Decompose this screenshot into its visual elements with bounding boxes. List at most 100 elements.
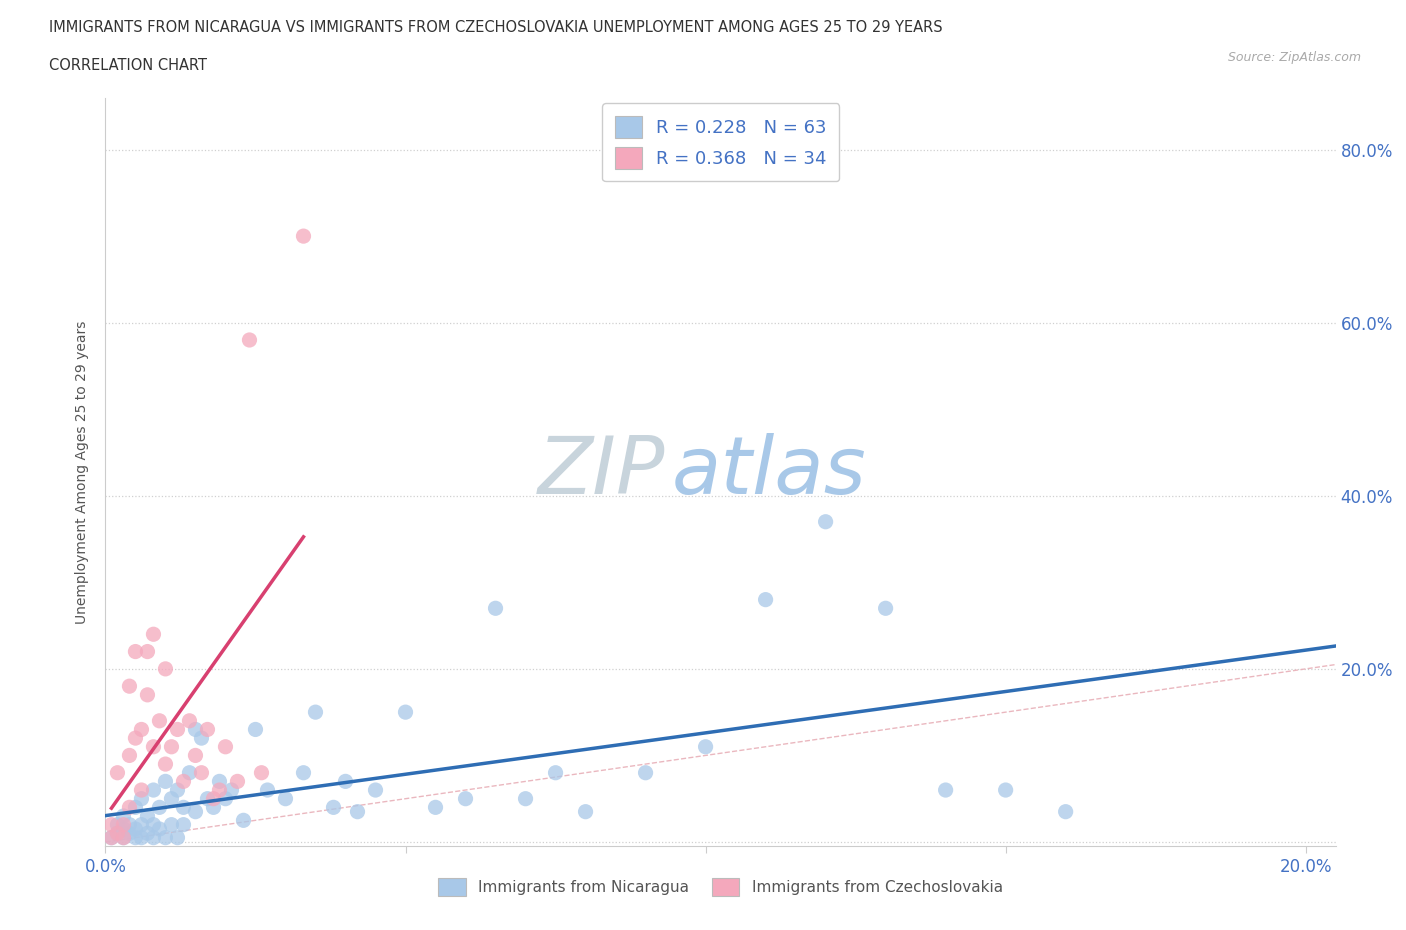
Point	[184, 722, 207, 737]
Point	[136, 826, 159, 841]
Point	[172, 817, 194, 832]
Point	[346, 804, 368, 819]
Point	[484, 601, 506, 616]
Point	[166, 830, 188, 845]
Point	[131, 830, 153, 845]
Point	[136, 808, 159, 823]
Point	[118, 679, 141, 694]
Point	[107, 765, 129, 780]
Point	[142, 830, 165, 845]
Point	[155, 661, 177, 676]
Point	[202, 791, 225, 806]
Point	[142, 627, 165, 642]
Point	[208, 774, 231, 789]
Point	[214, 739, 236, 754]
Point	[208, 783, 231, 798]
Point	[364, 783, 387, 798]
Point	[124, 731, 146, 746]
Point	[118, 817, 141, 832]
Point	[544, 765, 567, 780]
Point	[574, 804, 596, 819]
Point	[155, 757, 177, 772]
Point	[118, 800, 141, 815]
Point	[148, 713, 170, 728]
Point	[197, 791, 219, 806]
Text: atlas: atlas	[672, 433, 866, 511]
Point	[190, 765, 212, 780]
Point	[994, 783, 1017, 798]
Point	[112, 817, 135, 832]
Point	[197, 722, 219, 737]
Point	[142, 817, 165, 832]
Point	[202, 800, 225, 815]
Point	[148, 821, 170, 836]
Point	[107, 817, 129, 832]
Text: Source: ZipAtlas.com: Source: ZipAtlas.com	[1227, 51, 1361, 64]
Point	[814, 514, 837, 529]
Text: ZIP: ZIP	[538, 433, 665, 511]
Point	[160, 817, 183, 832]
Point	[515, 791, 537, 806]
Point	[1054, 804, 1077, 819]
Point	[136, 687, 159, 702]
Point	[238, 333, 260, 348]
Point	[100, 830, 122, 845]
Point	[112, 808, 135, 823]
Point	[292, 765, 315, 780]
Point	[118, 826, 141, 841]
Point	[172, 800, 194, 815]
Point	[292, 229, 315, 244]
Point	[124, 821, 146, 836]
Point	[118, 748, 141, 763]
Point	[148, 800, 170, 815]
Text: IMMIGRANTS FROM NICARAGUA VS IMMIGRANTS FROM CZECHOSLOVAKIA UNEMPLOYMENT AMONG A: IMMIGRANTS FROM NICARAGUA VS IMMIGRANTS …	[49, 20, 943, 35]
Point	[274, 791, 297, 806]
Point	[179, 713, 201, 728]
Point	[179, 765, 201, 780]
Point	[124, 800, 146, 815]
Y-axis label: Unemployment Among Ages 25 to 29 years: Unemployment Among Ages 25 to 29 years	[76, 320, 90, 624]
Point	[304, 705, 326, 720]
Point	[136, 644, 159, 659]
Text: CORRELATION CHART: CORRELATION CHART	[49, 58, 207, 73]
Point	[142, 739, 165, 754]
Point	[131, 783, 153, 798]
Point	[131, 817, 153, 832]
Point	[634, 765, 657, 780]
Point	[190, 731, 212, 746]
Point	[107, 826, 129, 841]
Point	[107, 826, 129, 841]
Point	[250, 765, 273, 780]
Point	[184, 748, 207, 763]
Point	[112, 830, 135, 845]
Point	[221, 783, 243, 798]
Point	[695, 739, 717, 754]
Point	[335, 774, 357, 789]
Point	[226, 774, 249, 789]
Point	[322, 800, 344, 815]
Point	[131, 791, 153, 806]
Point	[755, 592, 778, 607]
Point	[214, 791, 236, 806]
Point	[155, 774, 177, 789]
Point	[124, 830, 146, 845]
Point	[394, 705, 416, 720]
Legend: Immigrants from Nicaragua, Immigrants from Czechoslovakia: Immigrants from Nicaragua, Immigrants fr…	[432, 871, 1010, 902]
Point	[166, 722, 188, 737]
Point	[100, 817, 122, 832]
Point	[112, 821, 135, 836]
Point	[100, 830, 122, 845]
Point	[184, 804, 207, 819]
Point	[112, 830, 135, 845]
Point	[166, 783, 188, 798]
Point	[172, 774, 194, 789]
Point	[232, 813, 254, 828]
Point	[160, 739, 183, 754]
Point	[155, 830, 177, 845]
Point	[245, 722, 267, 737]
Point	[131, 722, 153, 737]
Point	[142, 783, 165, 798]
Point	[124, 644, 146, 659]
Point	[256, 783, 278, 798]
Point	[454, 791, 477, 806]
